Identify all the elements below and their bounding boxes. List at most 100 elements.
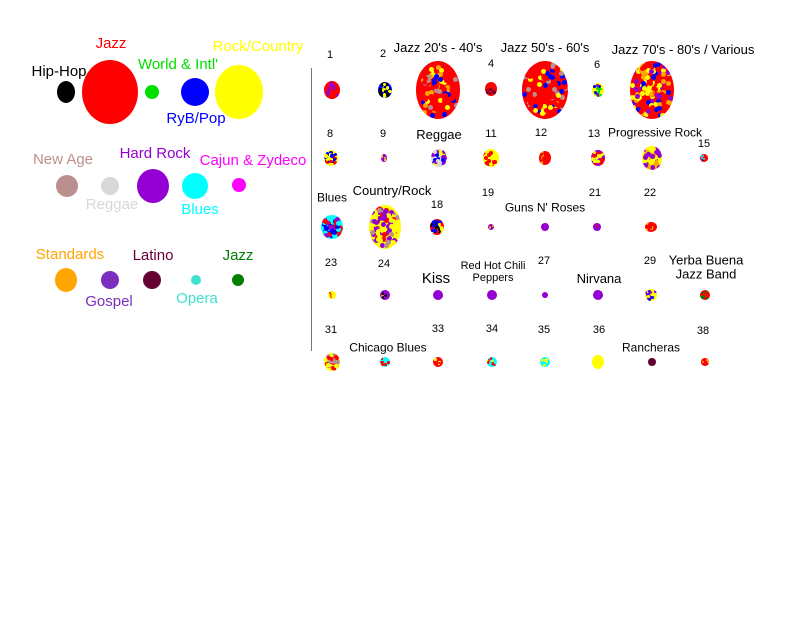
- cluster-point: [453, 61, 459, 67]
- cluster-point: [593, 92, 597, 96]
- legend-dot-ryb-pop: [181, 78, 209, 106]
- cluster-point: [489, 82, 493, 86]
- cluster-point: [425, 93, 431, 99]
- cluster-8: [324, 150, 338, 166]
- cluster-point: [649, 68, 655, 74]
- cluster-point: [640, 91, 646, 97]
- cluster-label-11: 11: [485, 127, 497, 140]
- cluster-point: [335, 93, 340, 98]
- cluster-jazz-50-s-60-s: [522, 61, 568, 119]
- cluster-point: [492, 159, 497, 164]
- cluster-point: [384, 242, 390, 248]
- cluster-point: [491, 297, 495, 300]
- cluster-point: [419, 87, 425, 93]
- cluster-point: [434, 74, 440, 80]
- cluster-point: [642, 86, 648, 92]
- cluster-guns-n-roses: [541, 223, 549, 231]
- cluster-point: [431, 70, 437, 76]
- cluster-point: [668, 100, 674, 106]
- cluster-point: [324, 86, 329, 91]
- cluster-point: [437, 294, 441, 298]
- cluster-point: [489, 290, 493, 293]
- cluster-point: [630, 94, 636, 100]
- cluster-point: [540, 153, 544, 157]
- cluster-point: [544, 96, 550, 102]
- cluster-progressive-rock: [642, 146, 662, 170]
- cluster-point: [537, 104, 543, 110]
- cluster-point: [380, 290, 383, 293]
- cluster-point: [376, 237, 382, 243]
- cluster-label-9: 9: [379, 127, 387, 140]
- cluster-point: [440, 157, 445, 162]
- cluster-point: [419, 92, 425, 98]
- divider-line: [311, 68, 312, 351]
- cluster-point: [550, 68, 556, 74]
- cluster-point: [640, 81, 646, 86]
- cluster-point: [594, 224, 597, 227]
- cluster-point: [593, 162, 597, 166]
- cluster-point: [534, 71, 540, 77]
- cluster-point: [644, 74, 650, 80]
- cluster-point: [594, 156, 599, 161]
- cluster-point: [395, 222, 401, 228]
- cluster-point: [421, 61, 427, 67]
- cluster-point: [645, 228, 649, 232]
- cluster-point: [647, 223, 651, 227]
- cluster-blues: [321, 215, 343, 239]
- cluster-point: [599, 355, 603, 359]
- cluster-point: [335, 220, 341, 226]
- cluster-point: [649, 91, 655, 97]
- cluster-point: [539, 158, 543, 162]
- cluster-point: [378, 91, 382, 95]
- cluster-point: [333, 294, 336, 297]
- cluster-point: [529, 86, 535, 92]
- cluster-point: [442, 69, 448, 75]
- cluster-point: [330, 159, 335, 164]
- cluster-point: [540, 73, 546, 79]
- cluster-point: [391, 237, 397, 243]
- cluster-point: [592, 355, 596, 359]
- cluster-point: [546, 64, 552, 70]
- cluster-point: [562, 80, 568, 86]
- legend-label-ryb-pop: RyB/Pop: [166, 109, 226, 127]
- cluster-point: [702, 360, 705, 363]
- cluster-point: [527, 67, 533, 73]
- cluster-13: [591, 150, 605, 166]
- cluster-point: [486, 90, 490, 94]
- cluster-point: [453, 92, 458, 98]
- legend-dot-hard-rock: [137, 169, 169, 203]
- cluster-point: [334, 363, 339, 368]
- cluster-point: [559, 103, 565, 109]
- cluster-point: [492, 85, 496, 89]
- cluster-point: [536, 88, 542, 94]
- cluster-point: [326, 86, 331, 91]
- cluster-point: [543, 363, 546, 367]
- cluster-label-18: 18: [430, 198, 444, 211]
- cluster-point: [655, 66, 661, 72]
- cluster-point: [416, 86, 421, 92]
- cluster-point: [433, 229, 437, 233]
- cluster-point: [381, 296, 384, 299]
- cluster-point: [369, 222, 375, 228]
- cluster-point: [599, 150, 604, 155]
- cluster-point: [491, 92, 495, 96]
- cluster-point: [332, 89, 337, 94]
- cluster-point: [380, 291, 383, 295]
- legend-label-hip-hop: Hip-Hop: [31, 62, 87, 80]
- cluster-point: [593, 223, 596, 226]
- cluster-point: [486, 158, 491, 163]
- cluster-point: [449, 95, 455, 101]
- cluster-point: [544, 151, 548, 155]
- cluster-point: [380, 242, 386, 248]
- cluster-point: [420, 99, 426, 105]
- legend-dot-gospel: [101, 271, 119, 289]
- cluster-point: [395, 219, 401, 225]
- cluster-point: [379, 87, 383, 92]
- cluster-point: [704, 156, 707, 159]
- cluster-point: [329, 87, 334, 92]
- cluster-point: [425, 63, 431, 69]
- cluster-point: [437, 98, 443, 104]
- cluster-point: [660, 79, 666, 85]
- cluster-point: [531, 110, 537, 116]
- cluster-point: [395, 214, 401, 220]
